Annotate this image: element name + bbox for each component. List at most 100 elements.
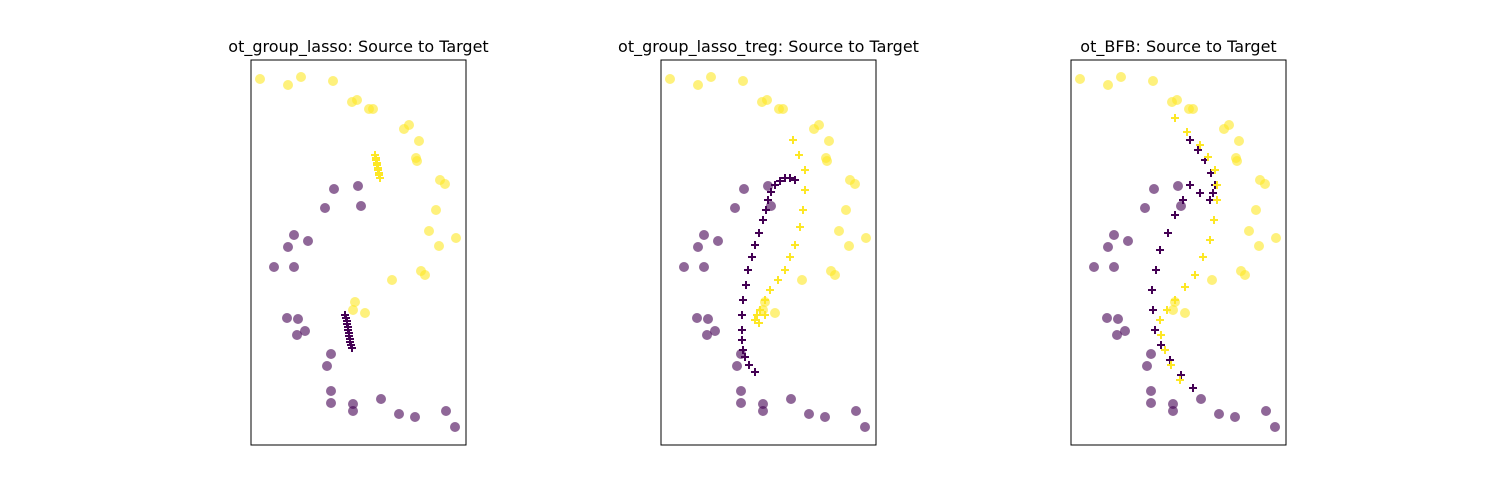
plus-marker bbox=[1213, 181, 1221, 189]
plus-marker bbox=[376, 174, 384, 182]
plus-marker bbox=[1196, 141, 1204, 149]
point bbox=[1120, 326, 1130, 336]
plus-marker bbox=[1189, 384, 1197, 392]
point bbox=[797, 275, 807, 285]
point bbox=[1146, 398, 1156, 408]
plus-marker bbox=[1209, 189, 1217, 197]
point bbox=[1123, 236, 1133, 246]
plus-marker bbox=[1196, 189, 1204, 197]
plus-marker bbox=[1181, 283, 1189, 291]
plus-marker bbox=[748, 253, 756, 261]
point bbox=[350, 297, 360, 307]
plus-marker bbox=[756, 306, 764, 314]
plus-marker bbox=[766, 286, 774, 294]
point bbox=[1113, 314, 1123, 324]
plus-marker bbox=[1204, 153, 1212, 161]
point bbox=[1089, 262, 1099, 272]
point bbox=[414, 136, 424, 146]
plus-marker bbox=[1151, 326, 1159, 334]
chart-title: ot_group_lasso: Source to Target bbox=[228, 37, 488, 57]
plus-marker bbox=[795, 151, 803, 159]
point bbox=[328, 76, 338, 86]
point bbox=[834, 226, 844, 236]
point bbox=[1168, 406, 1178, 416]
subplot: ot_group_lasso_treg: Source to Target bbox=[618, 37, 919, 446]
plus-marker bbox=[1206, 196, 1214, 204]
point bbox=[1149, 184, 1159, 194]
point bbox=[1232, 156, 1242, 166]
point bbox=[420, 270, 430, 280]
chart-title: ot_group_lasso_treg: Source to Target bbox=[618, 37, 919, 57]
plus-marker bbox=[738, 311, 746, 319]
point bbox=[693, 80, 703, 90]
point bbox=[1234, 136, 1244, 146]
point bbox=[376, 394, 386, 404]
plus-marker bbox=[761, 296, 769, 304]
plus-marker bbox=[755, 319, 763, 327]
plus-marker bbox=[801, 186, 809, 194]
point bbox=[412, 156, 422, 166]
point bbox=[296, 72, 306, 82]
plot-frame bbox=[1070, 59, 1287, 446]
point bbox=[762, 95, 772, 105]
plus-marker bbox=[739, 346, 747, 354]
plus-marker bbox=[1167, 361, 1175, 369]
point bbox=[1180, 308, 1190, 318]
plus-marker bbox=[1179, 196, 1187, 204]
point bbox=[1116, 72, 1126, 82]
point bbox=[841, 205, 851, 215]
point bbox=[1260, 179, 1270, 189]
point bbox=[326, 349, 336, 359]
point bbox=[1214, 409, 1224, 419]
plus-marker bbox=[781, 266, 789, 274]
point bbox=[450, 422, 460, 432]
point bbox=[665, 74, 675, 84]
point bbox=[699, 262, 709, 272]
plus-marker bbox=[1183, 128, 1191, 136]
point bbox=[1261, 406, 1271, 416]
point bbox=[1148, 76, 1158, 86]
point bbox=[303, 236, 313, 246]
point bbox=[348, 305, 358, 315]
point bbox=[356, 201, 366, 211]
point bbox=[732, 361, 742, 371]
point bbox=[1224, 120, 1234, 130]
point bbox=[736, 386, 746, 396]
plus-marker bbox=[1206, 236, 1214, 244]
point bbox=[860, 422, 870, 432]
plus-marker bbox=[1194, 146, 1202, 154]
plus-marker bbox=[741, 353, 749, 361]
point bbox=[1188, 104, 1198, 114]
point bbox=[713, 236, 723, 246]
plus-marker bbox=[1157, 341, 1165, 349]
plus-marker bbox=[759, 216, 767, 224]
point bbox=[289, 230, 299, 240]
plus-marker bbox=[745, 361, 753, 369]
point bbox=[348, 399, 358, 409]
point bbox=[814, 120, 824, 130]
plus-marker bbox=[1156, 316, 1164, 324]
point bbox=[322, 361, 332, 371]
plus-marker bbox=[1156, 246, 1164, 254]
point bbox=[431, 205, 441, 215]
plus-marker bbox=[1186, 181, 1194, 189]
plus-marker bbox=[755, 229, 763, 237]
plus-marker bbox=[786, 253, 794, 261]
point bbox=[1270, 422, 1280, 432]
point bbox=[758, 406, 768, 416]
point bbox=[693, 242, 703, 252]
point bbox=[1196, 394, 1206, 404]
point bbox=[822, 156, 832, 166]
plus-marker bbox=[799, 206, 807, 214]
point bbox=[1230, 412, 1240, 422]
plus-marker bbox=[1164, 229, 1172, 237]
point bbox=[758, 399, 768, 409]
point bbox=[770, 308, 780, 318]
plus-marker bbox=[771, 181, 779, 189]
plus-marker bbox=[791, 241, 799, 249]
plus-marker bbox=[1199, 253, 1207, 261]
point bbox=[850, 179, 860, 189]
plus-marker bbox=[348, 344, 356, 352]
point bbox=[1146, 386, 1156, 396]
point bbox=[736, 398, 746, 408]
